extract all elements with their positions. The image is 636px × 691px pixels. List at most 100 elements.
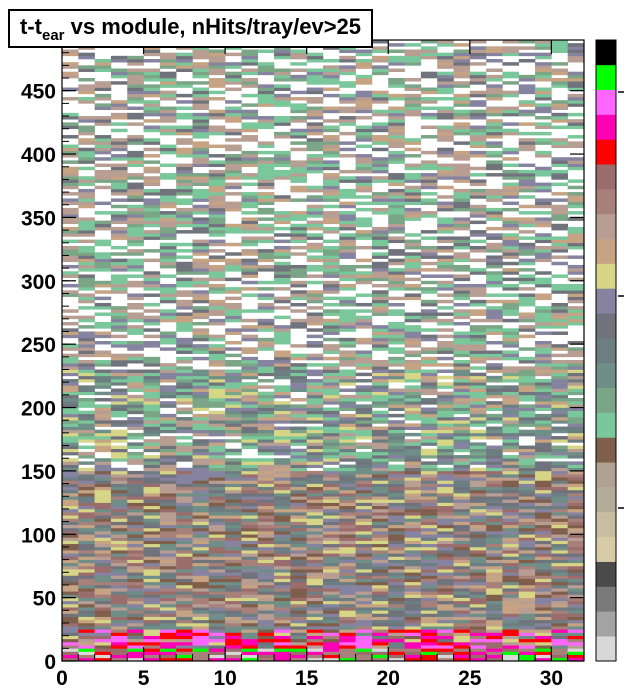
heatmap-cell (486, 641, 503, 646)
heatmap-cell (192, 448, 210, 453)
heatmap-cell (502, 442, 520, 446)
heatmap-cell (110, 581, 128, 586)
heatmap-cell (437, 375, 454, 380)
heatmap-cell (567, 508, 585, 513)
heatmap-cell (355, 157, 373, 161)
heatmap-cell (469, 546, 487, 551)
heatmap-cell (518, 594, 536, 598)
heatmap-cell (453, 188, 471, 193)
heatmap-cell (306, 356, 324, 361)
heatmap-cell (518, 550, 536, 554)
heatmap-cell (420, 480, 438, 484)
heatmap-cell (518, 242, 536, 247)
heatmap-cell (404, 575, 422, 579)
heatmap-cell (306, 296, 324, 301)
heatmap-cell (192, 68, 210, 72)
heatmap-cell (388, 518, 405, 522)
heatmap-cell (437, 407, 454, 411)
heatmap-cell (176, 147, 193, 152)
heatmap-cell (94, 220, 112, 225)
heatmap-cell (290, 597, 307, 602)
heatmap-cell (323, 328, 340, 332)
heatmap-cell (567, 71, 585, 76)
heatmap-cell (176, 65, 193, 69)
heatmap-cell (323, 287, 340, 291)
heatmap-cell (176, 515, 193, 519)
heatmap-cell (274, 122, 291, 126)
heatmap-cell (518, 413, 536, 418)
heatmap-cell (437, 489, 454, 494)
heatmap-cell (388, 49, 405, 53)
heatmap-cell (323, 597, 340, 602)
heatmap-cell (192, 141, 210, 145)
heatmap-cell (518, 474, 536, 478)
heatmap-cell (404, 502, 422, 507)
heatmap-cell (323, 512, 340, 516)
heatmap-cell (290, 483, 307, 488)
heatmap-cell (437, 334, 454, 339)
heatmap-cell (437, 404, 454, 408)
heatmap-cell (437, 258, 454, 263)
heatmap-cell (241, 128, 259, 133)
heatmap-cell (143, 588, 161, 592)
heatmap-cell (225, 420, 242, 424)
heatmap-cell (62, 353, 79, 358)
heatmap-cell (388, 622, 405, 627)
heatmap-cell (127, 648, 144, 652)
heatmap-cell (241, 619, 259, 624)
heatmap-cell (290, 223, 307, 228)
heatmap-cell (355, 556, 373, 560)
heatmap-cell (437, 600, 454, 605)
heatmap-cell (339, 192, 356, 196)
heatmap-cell (143, 283, 161, 288)
heatmap-cell (143, 394, 161, 399)
heatmap-cell (257, 540, 275, 545)
heatmap-cell (535, 445, 552, 450)
heatmap-cell (176, 584, 193, 589)
heatmap-cell (290, 264, 307, 269)
heatmap-cell (502, 62, 520, 66)
heatmap-cell (225, 138, 242, 142)
heatmap-cell (257, 493, 275, 497)
heatmap-cell (355, 188, 373, 193)
heatmap-cell (551, 141, 568, 145)
heatmap-cell (241, 160, 259, 164)
heatmap-cell (567, 413, 585, 418)
heatmap-cell (388, 394, 405, 399)
heatmap-cell (339, 394, 356, 399)
heatmap-cell (437, 505, 454, 510)
heatmap-cell (241, 657, 259, 662)
heatmap-cell (257, 467, 275, 472)
heatmap-cell (388, 274, 405, 278)
heatmap-cell (78, 486, 95, 491)
heatmap-cell (453, 100, 471, 104)
heatmap-cell (323, 388, 340, 392)
heatmap-cell (192, 157, 210, 161)
heatmap-cell (486, 562, 503, 567)
heatmap-cell (437, 394, 454, 399)
heatmap-cell (323, 436, 340, 440)
heatmap-cell (469, 318, 487, 323)
heatmap-cell (159, 524, 177, 529)
heatmap-cell (176, 626, 193, 630)
heatmap-cell (192, 505, 210, 510)
heatmap-cell (339, 401, 356, 405)
heatmap-cell (323, 632, 340, 636)
heatmap-cell (192, 603, 210, 608)
heatmap-cell (535, 55, 552, 60)
heatmap-cell (241, 436, 259, 440)
heatmap-cell (567, 616, 585, 621)
heatmap-cell (551, 81, 568, 85)
heatmap-cell (371, 334, 389, 339)
heatmap-cell (62, 546, 79, 551)
heatmap-cell (469, 448, 487, 453)
heatmap-cell (290, 239, 307, 244)
heatmap-cell (404, 207, 422, 212)
heatmap-cell (290, 290, 307, 294)
heatmap-cell (535, 372, 552, 377)
heatmap-cell (159, 559, 177, 564)
heatmap-cell (78, 353, 95, 358)
heatmap-cell (486, 553, 503, 557)
heatmap-cell (192, 635, 210, 640)
heatmap-cell (551, 217, 568, 221)
